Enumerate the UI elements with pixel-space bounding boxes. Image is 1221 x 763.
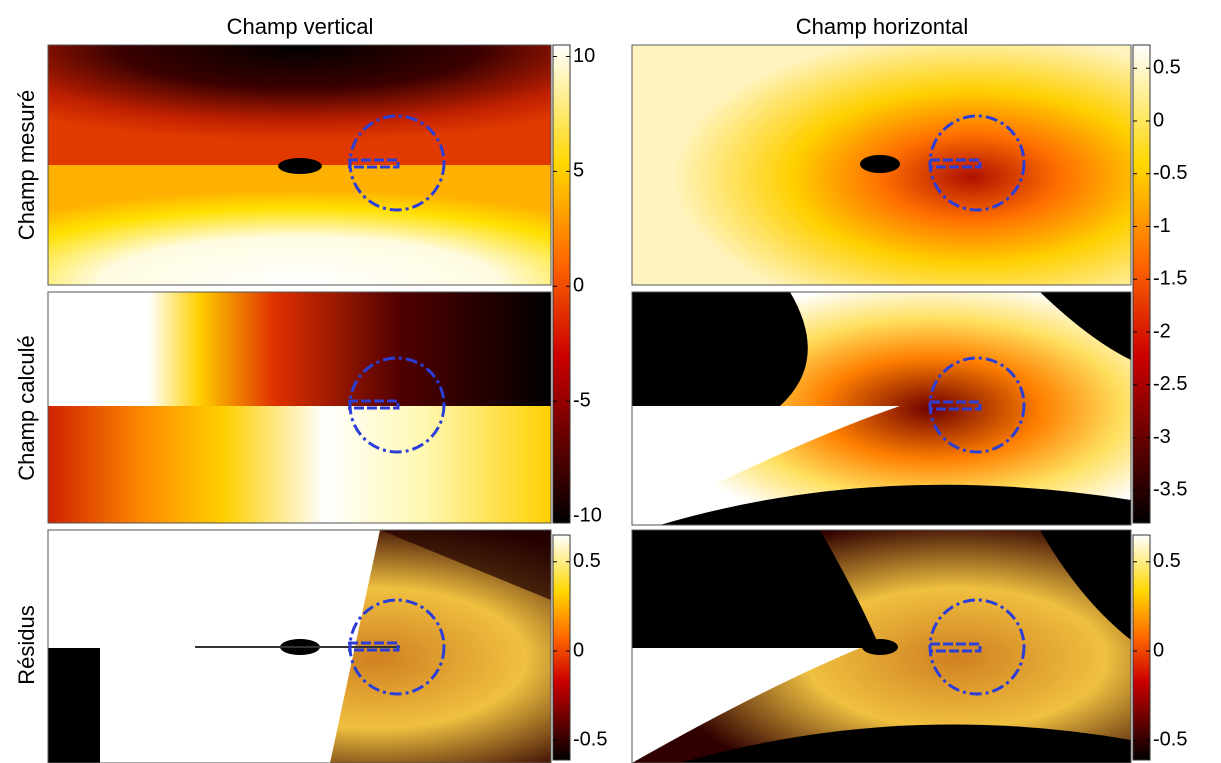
row-label: Champ calculé bbox=[14, 335, 39, 481]
colorbar-tick-label: 0 bbox=[1153, 639, 1164, 661]
heatmap-panel bbox=[47, 529, 552, 763]
colorbar-tick-label: 0 bbox=[573, 639, 584, 661]
heatmap-panel bbox=[631, 291, 1132, 526]
row-label: Champ mesuré bbox=[14, 90, 39, 240]
colorbar bbox=[552, 44, 571, 524]
colorbar-tick-label: 5 bbox=[573, 160, 584, 182]
colorbar-tick-label: -3 bbox=[1153, 426, 1171, 448]
colorbar-tick-label: -1 bbox=[1153, 215, 1171, 237]
colorbar-tick-label: -2 bbox=[1153, 320, 1171, 342]
colorbar-tick-label: -10 bbox=[573, 504, 602, 526]
colorbar-tick-label: -2.5 bbox=[1153, 373, 1187, 395]
column-title: Champ vertical bbox=[227, 14, 374, 39]
colorbar-tick-label: -3.5 bbox=[1153, 479, 1187, 501]
colorbar-tick-label: -1.5 bbox=[1153, 268, 1187, 290]
colorbar bbox=[552, 534, 571, 761]
heatmap-panel bbox=[47, 44, 552, 286]
heatmap-panel bbox=[631, 44, 1132, 286]
colorbar-tick-label: -0.5 bbox=[1153, 162, 1187, 184]
colorbar bbox=[1132, 534, 1151, 761]
heatmap-panel bbox=[47, 291, 552, 524]
colorbar-tick-label: -5 bbox=[573, 389, 591, 411]
colorbar-tick-label: -0.5 bbox=[573, 729, 607, 751]
row-label: Résidus bbox=[14, 605, 39, 684]
colorbar-tick-label: -0.5 bbox=[1153, 729, 1187, 751]
colorbar-tick-label: 10 bbox=[573, 45, 595, 67]
colorbar-tick-label: 0.5 bbox=[1153, 550, 1181, 572]
heatmap-panel bbox=[631, 529, 1132, 763]
colorbar-tick-label: 0 bbox=[1153, 109, 1164, 131]
colorbar-tick-label: 0.5 bbox=[1153, 56, 1181, 78]
colorbar-tick-label: 0.5 bbox=[573, 550, 601, 572]
column-title: Champ horizontal bbox=[796, 14, 968, 39]
colorbar-tick-label: 0 bbox=[573, 275, 584, 297]
colorbar bbox=[1132, 44, 1151, 524]
